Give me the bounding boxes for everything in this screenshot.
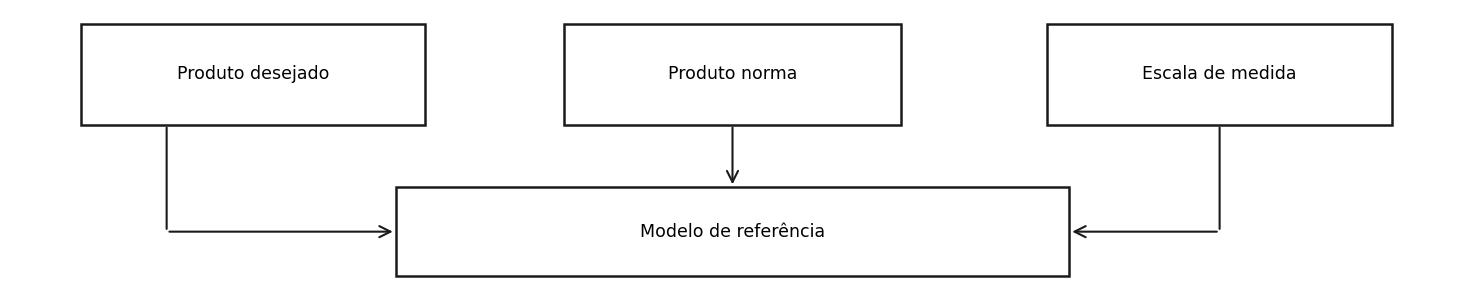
Bar: [396, 187, 1069, 276]
Bar: [1047, 24, 1392, 125]
Text: Produto norma: Produto norma: [668, 65, 797, 83]
Text: Escala de medida: Escala de medida: [1143, 65, 1297, 83]
Bar: [81, 24, 425, 125]
Text: Modelo de referência: Modelo de referência: [640, 223, 825, 241]
Bar: [564, 24, 901, 125]
Text: Produto desejado: Produto desejado: [176, 65, 330, 83]
